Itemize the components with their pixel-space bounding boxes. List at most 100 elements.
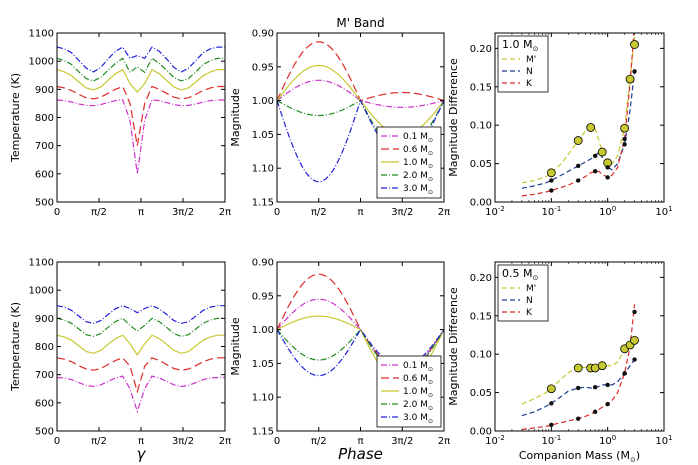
x-tick-label: 0: [54, 436, 60, 447]
legend-label: N: [526, 67, 533, 77]
data-point: [632, 69, 637, 74]
legend-label: 2.0 M⊙: [403, 400, 433, 412]
y-tick-label: 0.95: [252, 62, 274, 73]
legend-label: 1.0 M⊙: [403, 387, 433, 399]
data-point: [549, 178, 554, 183]
series-group: [57, 46, 225, 174]
series-line-p06: [57, 357, 225, 394]
series-line-p30: [57, 46, 225, 73]
series-line-p10: [57, 334, 225, 356]
data-point: [622, 136, 627, 142]
x-tick-label: 3π/2: [391, 436, 413, 447]
data-point: [573, 136, 583, 145]
legend-label: N: [526, 296, 533, 306]
series-line-p01: [57, 375, 225, 414]
data-point: [586, 123, 596, 132]
y-axis-label: Magnitude Difference: [447, 58, 460, 177]
x-tick-label: 101: [655, 205, 672, 218]
data-point: [605, 175, 610, 180]
data-point: [549, 422, 554, 428]
x-tick-label: 0: [274, 207, 280, 218]
series-line-p20: [57, 317, 225, 338]
data-point: [546, 384, 556, 394]
legend-label: M': [526, 284, 536, 294]
x-tick-label: π/2: [91, 436, 107, 447]
series-line-p01: [57, 99, 225, 174]
y-axis-label: Temperature (K): [9, 302, 22, 392]
y-axis-label: Temperature (K): [9, 73, 22, 163]
legend-label: M': [526, 55, 536, 65]
data-point: [576, 385, 581, 391]
y-tick-label: 0.90: [252, 29, 274, 40]
data-point: [546, 168, 556, 178]
chart-tl: 0 π/2 π 3π/2 2π 500 600 700 800 900 1000 1100 Temper…: [9, 29, 231, 219]
x-tick-label: 100: [599, 205, 616, 218]
y-tick-label: 0.05: [470, 388, 492, 399]
data-point: [605, 401, 610, 407]
x-tick-label: 2π: [219, 207, 231, 218]
series-line-M: [521, 36, 636, 184]
x-tick-label: 0: [54, 207, 60, 218]
y-tick-label: 1.05: [252, 359, 274, 370]
y-axis-label: Magnitude Difference: [447, 287, 460, 406]
x-axis-label: Companion Mass (M⊙): [519, 449, 640, 464]
data-point: [549, 188, 554, 193]
y-tick-label: 1000: [29, 286, 54, 297]
series-line-N: [521, 359, 635, 417]
series-group: [521, 33, 639, 197]
y-tick-label: 500: [35, 427, 54, 438]
x-axis-label: γ: [137, 445, 147, 463]
x-tick-label: 2π: [219, 436, 231, 447]
axes-frame: [494, 32, 665, 203]
x-tick-label: π: [138, 436, 144, 447]
data-point: [573, 363, 583, 373]
y-tick-label: 0.15: [470, 82, 492, 93]
data-point: [576, 163, 581, 169]
y-tick-label: 900: [35, 314, 54, 325]
series-line-p06: [57, 85, 225, 146]
y-tick-label: 0.90: [252, 258, 274, 269]
y-tick-label: 0.10: [470, 350, 492, 361]
legend-label: 0.6 M⊙: [403, 374, 433, 386]
data-point: [632, 309, 637, 315]
y-tick-label: 0.95: [252, 291, 274, 302]
x-tick-label: 10-1: [541, 434, 561, 447]
data-point: [592, 385, 598, 390]
axes-frame: [56, 261, 226, 432]
series-line-p30: [57, 305, 225, 325]
data-point: [622, 142, 627, 147]
legend-label: 2.0 M⊙: [403, 171, 433, 183]
x-tick-label: 2π: [438, 207, 450, 218]
data-point: [605, 165, 610, 170]
legend: 0.1 M⊙0.6 M⊙1.0 M⊙2.0 M⊙3.0 M⊙: [376, 126, 442, 199]
axes-frame: [56, 32, 226, 203]
chart-br: 10-2 10-1 100 1010.000.050.100.150.20Magnit…: [447, 261, 673, 464]
y-tick-label: 1.05: [252, 130, 274, 141]
series-line-p01: [277, 79, 444, 108]
y-tick-label: 900: [35, 85, 54, 96]
y-tick-label: 800: [35, 342, 54, 353]
x-tick-label: π/2: [311, 207, 327, 218]
legend-label: 3.0 M⊙: [403, 413, 433, 425]
y-tick-label: 700: [35, 141, 54, 152]
y-tick-label: 0.10: [470, 121, 492, 132]
data-point: [549, 401, 554, 406]
legend: 0.5 M⊙ M' NK: [497, 264, 549, 322]
x-axis-label: Phase: [338, 445, 383, 463]
x-tick-label: π/2: [91, 207, 107, 218]
x-tick-label: π/2: [311, 436, 327, 447]
data-point: [625, 74, 635, 84]
y-axis-label: Magnitude: [229, 88, 242, 147]
legend-title: 0.5 M⊙: [502, 267, 538, 282]
data-point: [632, 357, 637, 362]
chart-bm: 0 π/2 π 3π/2 2π 0.90 0.95 1.00 1.05 1.10 1.15 Magni…: [229, 258, 450, 464]
series-line-p20: [57, 57, 225, 82]
legend-title: 1.0 M⊙: [502, 38, 538, 53]
legend: 1.0 M⊙ M' NK: [497, 35, 549, 93]
y-tick-label: 0.05: [470, 159, 492, 170]
x-tick-label: 10-1: [541, 205, 561, 218]
y-axis-label: Magnitude: [229, 317, 242, 376]
series-group: [521, 304, 639, 431]
axes-frame: [494, 261, 665, 432]
